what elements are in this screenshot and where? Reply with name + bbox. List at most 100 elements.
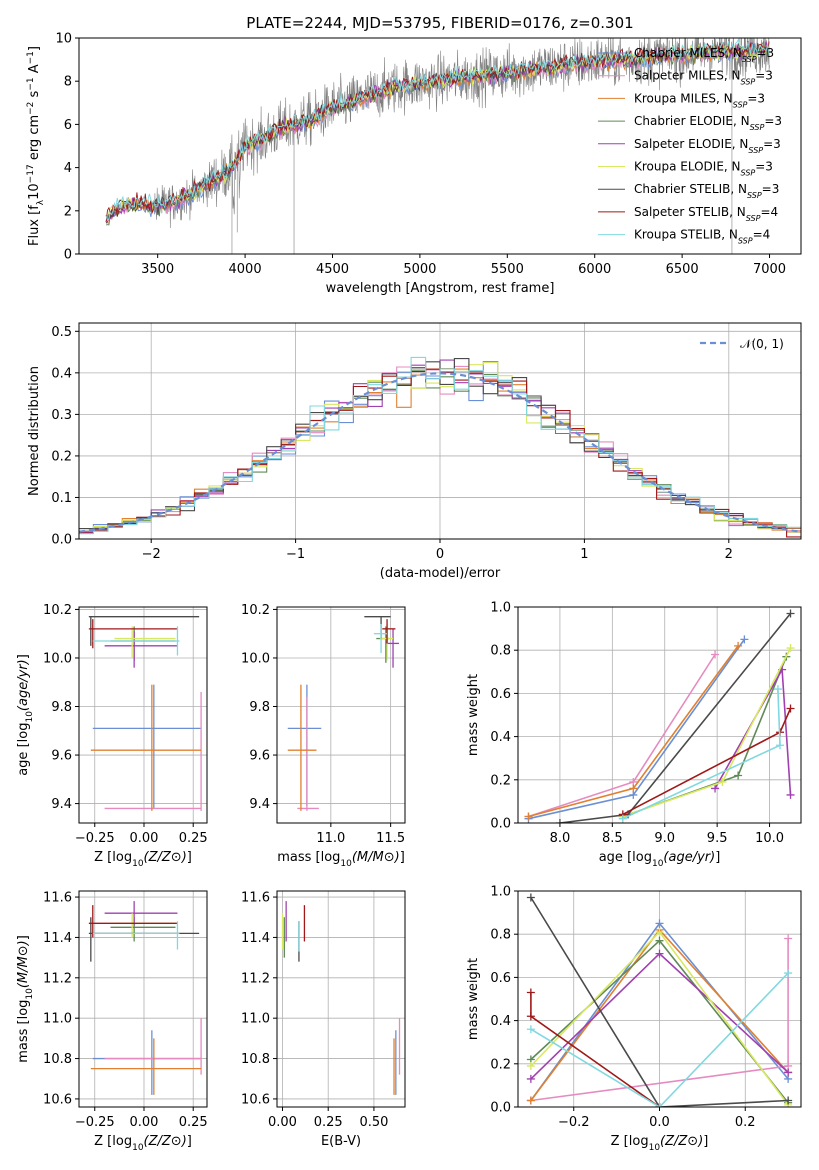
axes-frame bbox=[78, 606, 208, 824]
y-axis-label: age [log10(age/yr)] bbox=[16, 654, 35, 776]
x-tick-label: −0.25 bbox=[75, 831, 115, 846]
errorbar-point bbox=[92, 921, 180, 950]
axes-frame bbox=[78, 322, 802, 540]
weight-marker bbox=[655, 949, 664, 958]
legend-entry: Salpeter ELODIE, NSSP=3 bbox=[634, 137, 781, 155]
weight-marker bbox=[555, 819, 564, 823]
errorbar-point bbox=[385, 628, 400, 668]
x-axis-label: wavelength [Angstrom, rest frame] bbox=[326, 281, 555, 296]
residuals-plot-area bbox=[79, 356, 801, 538]
x-tick-label: 0.00 bbox=[130, 831, 159, 846]
y-tick-label: 0.3 bbox=[51, 408, 72, 423]
x-tick-label: 7000 bbox=[753, 262, 786, 277]
weight-marker bbox=[526, 1012, 535, 1021]
errorbar-point bbox=[88, 905, 178, 938]
y-tick-label: 10.0 bbox=[43, 651, 72, 666]
errorbar-point bbox=[88, 616, 200, 646]
weight-marker bbox=[526, 1074, 535, 1083]
y-tick-label: 10.2 bbox=[43, 603, 72, 618]
y-tick-label: 9.6 bbox=[51, 749, 72, 764]
x-tick-label: 0.00 bbox=[130, 1115, 159, 1130]
x-tick-label: 6000 bbox=[578, 262, 611, 277]
axes-frame bbox=[78, 37, 802, 255]
errorbar-point bbox=[104, 1018, 202, 1075]
weight-marker bbox=[629, 784, 638, 793]
x-axis-label: (data-model)/error bbox=[380, 566, 501, 581]
age-vs-metallicity-panel: −0.25 0.00 0.25 9.4 9.6 9.8 10.0 10.2 Z [log10(Z… bbox=[16, 603, 208, 869]
errorbar-point bbox=[92, 626, 180, 656]
weight-marker bbox=[655, 928, 664, 937]
weight-marker bbox=[776, 741, 785, 750]
y-tick-label: 0.2 bbox=[490, 1057, 511, 1072]
weight-line-kroupa-stelib bbox=[530, 972, 789, 1107]
y-tick-label: 0.4 bbox=[51, 366, 72, 381]
legend-entry: Kroupa MILES, NSSP=3 bbox=[634, 91, 765, 109]
errorbar-point bbox=[104, 901, 178, 926]
axes-frame bbox=[78, 890, 208, 1108]
errorbar-point bbox=[373, 623, 388, 654]
errorbar-point bbox=[92, 1030, 202, 1095]
y-tick-label: 11.2 bbox=[43, 971, 72, 986]
errorbar-point bbox=[104, 691, 202, 811]
x-axis-label: Z [log10(Z/Z⊙)] bbox=[611, 1134, 709, 1153]
errorbar-point bbox=[104, 631, 178, 668]
x-axis-label: mass [log10(M/M⊙)] bbox=[277, 850, 405, 869]
y-tick-label: 9.6 bbox=[249, 749, 270, 764]
weight-marker bbox=[734, 771, 743, 780]
x-tick-label: 0.25 bbox=[179, 831, 208, 846]
errorbar-point bbox=[287, 684, 317, 811]
mass-vs-metallicity-panel: −0.25 0.00 0.25 10.6 10.8 11.0 11.2 11.4 11.6 Z [… bbox=[16, 890, 208, 1153]
y-tick-label: 0.2 bbox=[490, 773, 511, 788]
x-tick-label: −0.2 bbox=[558, 1115, 590, 1130]
y-tick-label: 8 bbox=[64, 75, 72, 90]
y-tick-label: 0.6 bbox=[490, 687, 511, 702]
y-axis-label: mass weight bbox=[466, 958, 481, 1040]
legend-entry: Salpeter MILES, NSSP=3 bbox=[634, 69, 773, 87]
y-tick-label: 0.0 bbox=[490, 817, 511, 832]
y-tick-label: 0.4 bbox=[490, 1014, 511, 1029]
x-tick-label: 0.2 bbox=[735, 1115, 756, 1130]
residuals-panel: −2 −1 0 1 2 0.0 0.1 0.2 0.3 0.4 0.5 (data-model)/er… bbox=[27, 322, 802, 581]
weight-line-kroupa-elodie bbox=[622, 647, 792, 818]
weight-line-chabrier-stelib bbox=[559, 612, 792, 823]
legend-entry: Kroupa STELIB, NSSP=4 bbox=[634, 228, 770, 246]
legend-entry: Chabrier ELODIE, NSSP=3 bbox=[634, 114, 782, 132]
axes-frame bbox=[276, 606, 406, 824]
y-tick-label: 4 bbox=[64, 161, 72, 176]
errorbar-point bbox=[382, 619, 396, 644]
age-vs-mass-panel: 11.0 11.5 9.4 9.6 9.8 10.0 10.2 mass [log10(M/M… bbox=[241, 603, 406, 869]
y-tick-label: 10 bbox=[55, 32, 72, 47]
x-tick-label: 9.0 bbox=[654, 831, 675, 846]
y-axis-label: Normed distribution bbox=[27, 366, 42, 496]
spectrum-panel: PLATE=2244, MJD=53795, FIBERID=0176, z=0… bbox=[26, 14, 802, 296]
y-tick-label: 11.4 bbox=[241, 931, 270, 946]
x-tick-label: 11.0 bbox=[316, 831, 345, 846]
weight_vs_age-plot-area bbox=[524, 609, 795, 823]
weight-line-chabrier-stelib bbox=[530, 897, 789, 1107]
y-tick-label: 10.6 bbox=[43, 1092, 72, 1107]
weight-marker bbox=[784, 969, 793, 978]
y-axis-label: mass weight bbox=[466, 674, 481, 756]
y-tick-label: 11.6 bbox=[43, 891, 72, 906]
spectrum-plot-area bbox=[105, 38, 770, 254]
y-axis-label: Flux [fλ10−17 erg cm−2 s−1 A−1] bbox=[26, 46, 46, 246]
x-tick-label: 0.25 bbox=[314, 1115, 343, 1130]
x-axis-label: Z [log10(Z/Z⊙)] bbox=[94, 850, 192, 869]
y-tick-label: 0.0 bbox=[51, 533, 72, 548]
x-tick-label: 4000 bbox=[229, 262, 262, 277]
weight-line-kroupa-stelib bbox=[622, 689, 781, 820]
model-spectrum-kroupa-miles bbox=[105, 45, 770, 224]
mass-vs-extinction-panel: 0.00 0.25 0.50 10.6 10.8 11.0 11.2 11.4 11.6 E(B-… bbox=[241, 890, 406, 1149]
x-tick-label: 11.5 bbox=[376, 831, 405, 846]
weight-marker bbox=[524, 812, 533, 821]
y-tick-label: 0 bbox=[64, 248, 72, 263]
x-tick-label: 5000 bbox=[403, 262, 436, 277]
spectrum-legend: Chabrier MILES, NSSP=3 Salpeter MILES, NS… bbox=[598, 46, 782, 245]
mass_vs_Z-plot-area bbox=[88, 901, 202, 1095]
y-axis-label: mass [log10(M/M⊙)] bbox=[16, 935, 35, 1063]
x-tick-label: 5500 bbox=[491, 262, 524, 277]
y-tick-label: 0.2 bbox=[51, 449, 72, 464]
y-tick-label: 1.0 bbox=[490, 601, 511, 616]
errorbar-point bbox=[110, 917, 176, 942]
